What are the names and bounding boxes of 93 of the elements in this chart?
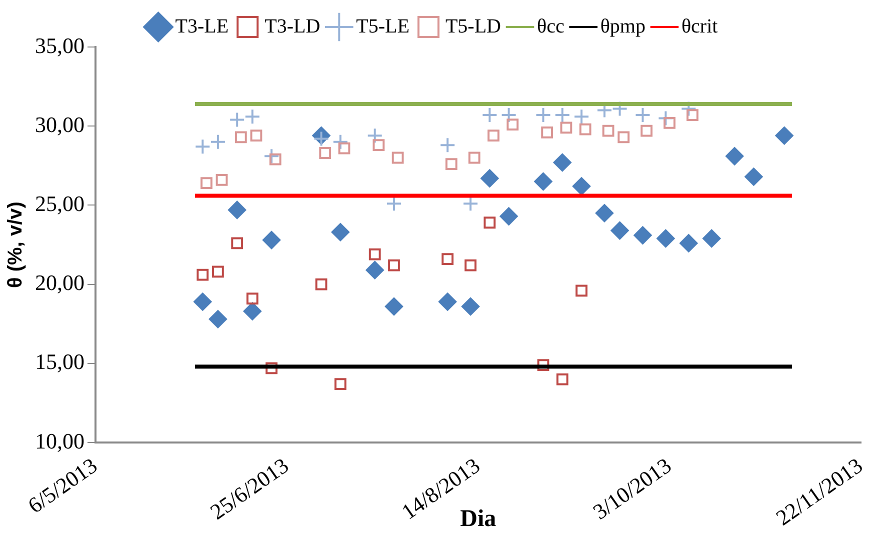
y-tick-label: 20,00 <box>35 270 84 296</box>
point <box>264 148 280 164</box>
legend-label: θcrit <box>681 15 718 38</box>
point <box>576 284 588 297</box>
point <box>231 237 244 250</box>
point <box>595 204 614 222</box>
point <box>680 234 698 252</box>
point <box>338 142 350 154</box>
point <box>243 302 262 320</box>
y-tick-label: 25,00 <box>35 191 84 216</box>
point <box>744 168 763 186</box>
point <box>384 297 403 316</box>
y-tick-label: 30,00 <box>35 112 84 137</box>
y-tick-label: 15,00 <box>35 349 84 374</box>
point <box>553 154 572 172</box>
legend-label: T5-LE <box>356 15 410 38</box>
point <box>250 130 262 142</box>
point <box>438 292 457 311</box>
point <box>640 124 653 137</box>
y-tick-label: 10,00 <box>35 428 84 454</box>
point <box>480 169 499 188</box>
point <box>664 116 676 129</box>
point <box>196 268 209 281</box>
point <box>610 222 629 240</box>
point <box>388 259 400 272</box>
point <box>313 130 330 147</box>
point <box>686 109 698 121</box>
point <box>556 373 568 386</box>
point <box>210 134 226 150</box>
legend-label: T3-LD <box>264 15 320 38</box>
point <box>612 100 628 117</box>
point <box>572 177 590 196</box>
point <box>541 126 554 138</box>
legend-label: T3-LE <box>175 15 229 38</box>
point <box>726 147 744 166</box>
point <box>228 200 246 219</box>
point <box>246 292 258 305</box>
point <box>319 147 332 159</box>
point <box>462 297 480 316</box>
point <box>368 248 381 260</box>
point <box>488 130 500 142</box>
legend-label: θcc <box>536 15 564 38</box>
point <box>602 124 614 137</box>
point <box>200 177 212 190</box>
point <box>229 112 246 128</box>
point <box>386 196 402 212</box>
point <box>262 231 281 250</box>
y-tick-label: 35,00 <box>35 32 84 58</box>
point <box>464 259 476 272</box>
point <box>366 261 384 280</box>
point <box>216 174 228 186</box>
point <box>537 359 550 371</box>
point <box>560 122 572 134</box>
point <box>194 138 211 155</box>
point <box>618 131 630 144</box>
point <box>506 118 519 130</box>
point <box>468 152 480 164</box>
point <box>194 292 212 311</box>
point <box>442 253 454 265</box>
point <box>244 108 260 125</box>
point <box>634 107 651 124</box>
point <box>702 229 721 248</box>
point <box>234 131 247 144</box>
legend-label: θpmp <box>600 15 646 38</box>
point <box>334 378 346 390</box>
point <box>332 134 348 150</box>
point <box>500 207 518 226</box>
point <box>500 107 517 124</box>
point <box>579 123 592 136</box>
point <box>445 158 458 170</box>
point <box>331 223 350 242</box>
point <box>775 126 794 145</box>
point <box>440 137 456 154</box>
legend-label: T5-LD <box>445 15 502 38</box>
point <box>634 226 652 244</box>
point <box>366 128 383 144</box>
point <box>534 172 552 190</box>
point <box>574 108 590 125</box>
point <box>269 153 282 166</box>
point <box>208 310 227 328</box>
point <box>266 362 278 374</box>
point <box>680 100 697 117</box>
point <box>535 107 552 124</box>
point <box>315 278 328 290</box>
point <box>484 216 496 229</box>
point <box>372 139 385 152</box>
point <box>462 196 479 212</box>
point <box>212 266 224 278</box>
point <box>482 107 498 124</box>
point <box>656 229 675 248</box>
y-axis-title: θ (%, v/v) <box>4 202 27 288</box>
point <box>554 107 570 124</box>
point <box>392 152 404 164</box>
